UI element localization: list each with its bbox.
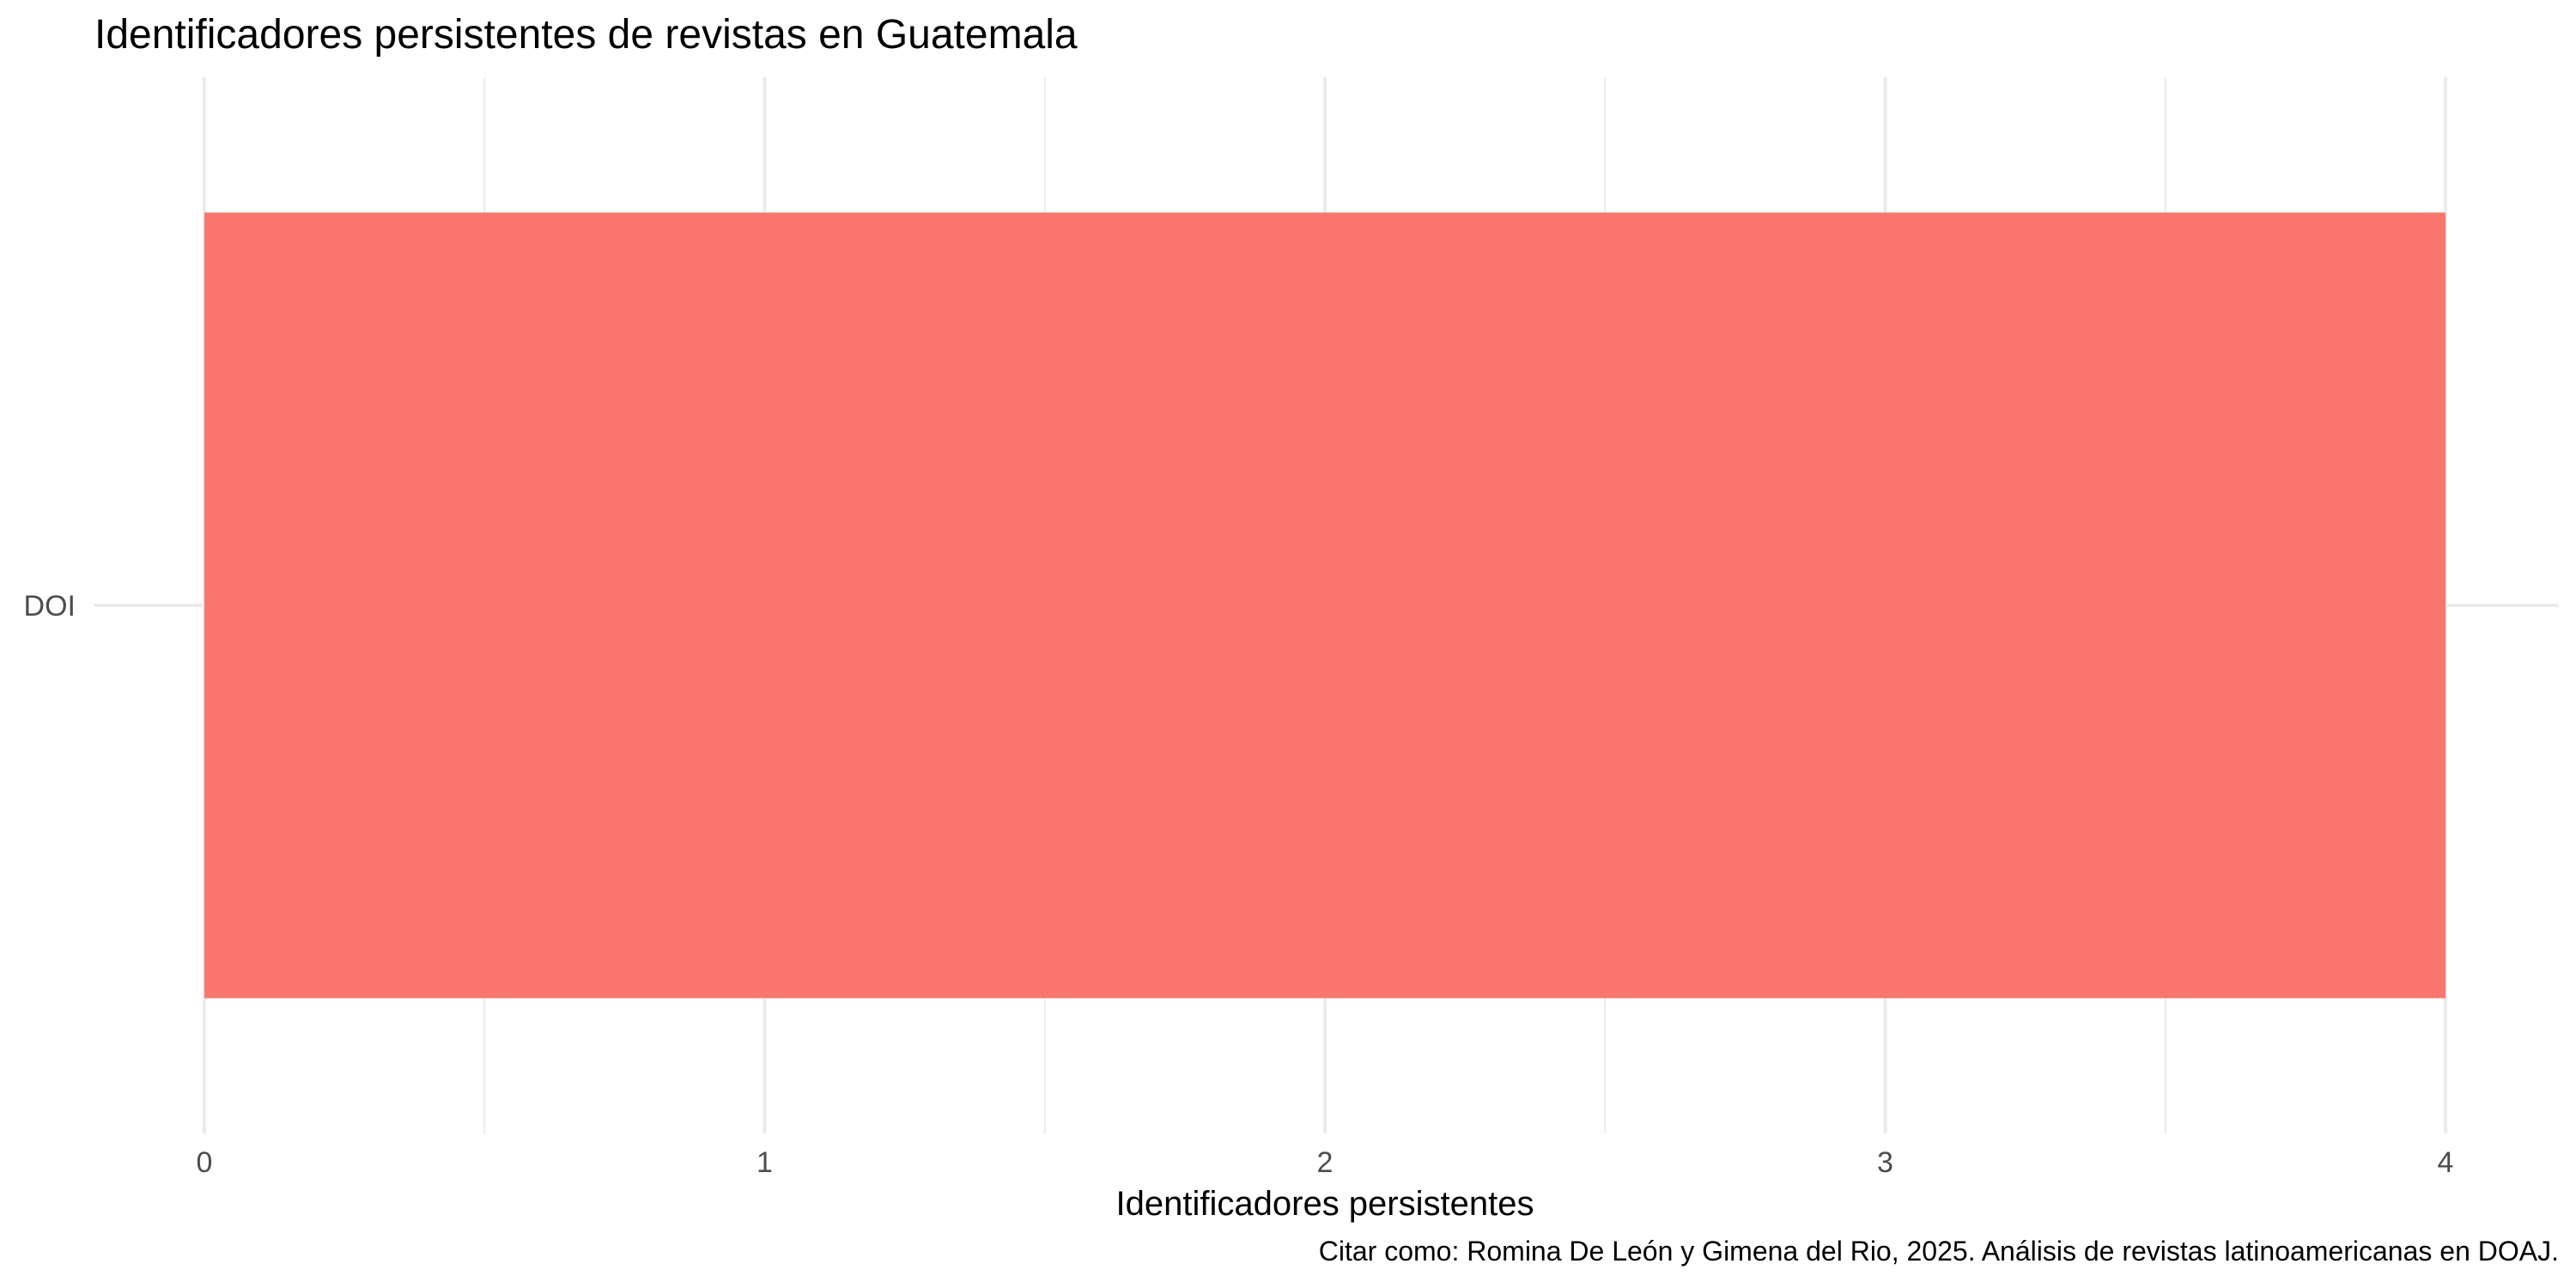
- chart-caption: Citar como: Romina De León y Gimena del …: [1319, 1236, 2559, 1267]
- x-tick-label: 1: [756, 1146, 773, 1179]
- y-tick-label: DOI: [24, 590, 76, 623]
- x-axis-title: Identificadores persistentes: [1116, 1185, 1534, 1223]
- bars: [204, 212, 2445, 999]
- x-axis-ticks: 0 1 2 3 4: [197, 1146, 2454, 1179]
- y-axis-ticks: DOI: [24, 590, 76, 623]
- bar-doi: [204, 212, 2445, 999]
- x-tick-label: 3: [1877, 1146, 1893, 1179]
- x-tick-label: 0: [197, 1146, 213, 1179]
- chart-title: Identificadores persistentes de revistas…: [94, 12, 1078, 58]
- x-tick-label: 4: [2438, 1146, 2454, 1179]
- x-tick-label: 2: [1317, 1146, 1334, 1179]
